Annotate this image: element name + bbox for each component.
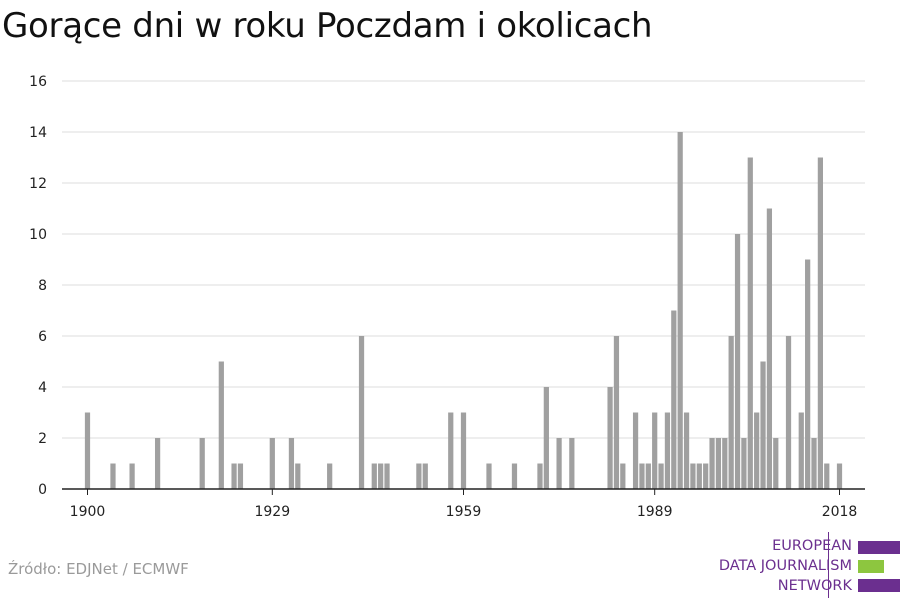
bar	[652, 412, 658, 489]
bar	[645, 463, 651, 489]
chart-title: Gorące dni w roku Poczdam i okolicach	[2, 6, 653, 46]
bar	[569, 438, 575, 489]
bar	[703, 463, 709, 489]
bar	[785, 336, 792, 489]
y-tick-label: 8	[38, 278, 47, 294]
bar	[371, 463, 377, 489]
bar	[460, 412, 467, 489]
logo-line-2: DATA JOURNALISM	[718, 558, 852, 574]
x-tick-label: 1900	[70, 504, 106, 520]
x-tick-label: 1929	[254, 504, 290, 520]
axes: 0 2 4 6 8 10 12 14 16 1900 1929 1959 1989 2018	[29, 74, 865, 520]
logo-bar-top	[858, 541, 900, 554]
bar	[448, 412, 454, 489]
bar	[422, 463, 428, 489]
logo-divider	[828, 532, 829, 598]
bar	[129, 463, 135, 489]
bar	[288, 438, 295, 489]
bar	[358, 336, 365, 489]
gridlines	[62, 80, 865, 439]
bar	[269, 438, 275, 489]
bar-chart: 0 2 4 6 8 10 12 14 16 1900 1929 1959 1989 2018	[29, 74, 865, 520]
bar	[773, 438, 779, 489]
bar	[632, 412, 639, 489]
bar	[747, 157, 753, 489]
bar	[110, 463, 116, 489]
y-tick-label: 14	[29, 125, 47, 141]
bar	[722, 438, 728, 489]
y-tick-label: 0	[38, 482, 47, 498]
bar	[378, 463, 384, 489]
bar	[817, 157, 824, 489]
bar	[836, 463, 843, 489]
y-tick-label: 2	[38, 431, 47, 447]
bar	[384, 463, 390, 489]
bar	[709, 438, 715, 489]
bar	[824, 463, 830, 489]
bar	[766, 208, 773, 489]
bar	[677, 132, 683, 489]
bars	[84, 132, 843, 489]
bar	[537, 463, 543, 489]
logo-line-3: NETWORK	[777, 578, 852, 594]
bar	[639, 463, 645, 489]
bar	[696, 463, 702, 489]
x-tick-label: 1959	[446, 504, 482, 520]
y-tick-label: 4	[38, 380, 47, 396]
bar	[811, 438, 817, 489]
bar	[231, 463, 237, 489]
bar	[327, 463, 333, 489]
bar	[218, 361, 224, 489]
y-tick-label: 10	[29, 227, 47, 243]
bar	[556, 438, 562, 489]
bar	[715, 438, 722, 489]
bar	[728, 336, 734, 489]
logo-bar-bottom	[858, 579, 900, 592]
bar	[199, 438, 205, 489]
bar	[607, 387, 613, 489]
bar	[690, 463, 696, 489]
bar	[664, 412, 671, 489]
logo-bar-middle	[858, 560, 884, 573]
source-note: Źródło: EDJNet / ECMWF	[8, 560, 189, 578]
bar	[658, 463, 664, 489]
y-tick-label: 12	[29, 176, 47, 192]
bar	[613, 336, 620, 489]
bar	[154, 438, 161, 489]
y-tick-label: 16	[29, 74, 47, 90]
bar	[511, 463, 518, 489]
bar	[760, 361, 766, 489]
logo-text: EUROPEAN DATA JOURNALISM NETWORK	[719, 536, 852, 596]
bar	[805, 259, 811, 489]
bar	[754, 412, 760, 489]
bar	[683, 412, 690, 489]
logo-line-1: EUROPEAN	[772, 538, 852, 554]
bar	[486, 463, 492, 489]
bar	[798, 412, 804, 489]
bar	[237, 463, 244, 489]
bar	[416, 463, 422, 489]
y-tick-label: 6	[38, 329, 47, 345]
bar	[741, 438, 747, 489]
x-tick-label: 1989	[637, 504, 673, 520]
edjnet-logo: EUROPEAN DATA JOURNALISM NETWORK	[710, 532, 900, 598]
bar	[295, 463, 301, 489]
bar	[734, 234, 741, 489]
bar	[543, 387, 549, 489]
x-tick-label: 2018	[822, 504, 858, 520]
bar	[84, 412, 91, 489]
bar	[620, 463, 626, 489]
bar	[671, 310, 677, 489]
